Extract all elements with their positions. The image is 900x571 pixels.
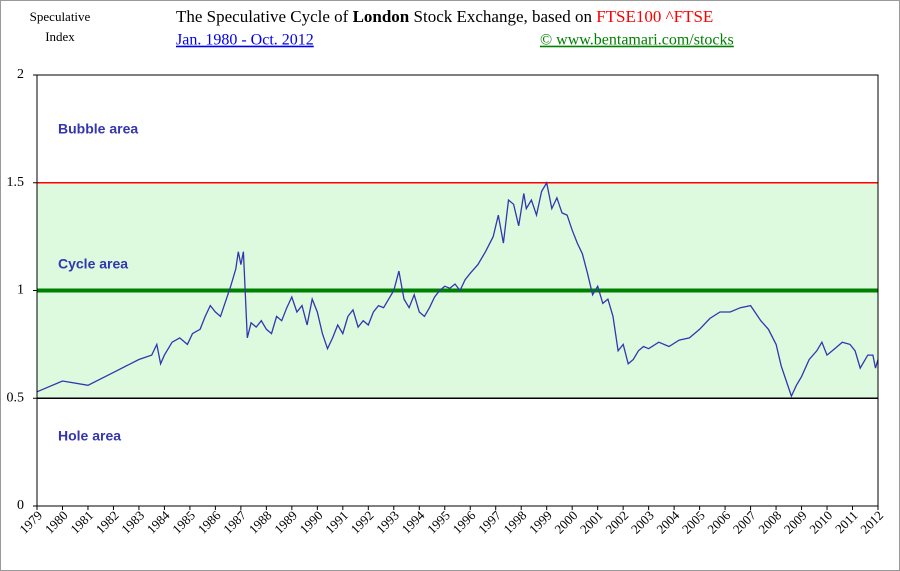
y-tick-label: 1 <box>17 283 24 298</box>
title-part: FTSE100 ^FTSE <box>596 7 713 26</box>
source[interactable]: © www.bentamari.com/stocks <box>540 32 734 49</box>
area-label: Cycle area <box>58 256 128 272</box>
title-part: London <box>353 7 410 26</box>
y-tick-label: 0 <box>17 498 24 513</box>
y-label: Speculative <box>30 9 91 24</box>
title-part: The Speculative Cycle of <box>176 7 349 26</box>
plot-border <box>36 74 879 507</box>
area-label: Hole area <box>58 428 121 444</box>
y-label: Index <box>45 29 75 44</box>
y-tick-label: 0.5 <box>7 390 25 405</box>
area-label: Bubble area <box>58 121 138 137</box>
y-tick-label: 1.5 <box>7 175 25 190</box>
y-tick-label: 2 <box>17 67 24 82</box>
chart-title: The Speculative Cycle of London Stock Ex… <box>176 7 713 26</box>
subtitle[interactable]: Jan. 1980 - Oct. 2012 <box>176 32 314 49</box>
title-part: Stock Exchange, based on <box>414 7 593 26</box>
data-line <box>36 181 879 398</box>
